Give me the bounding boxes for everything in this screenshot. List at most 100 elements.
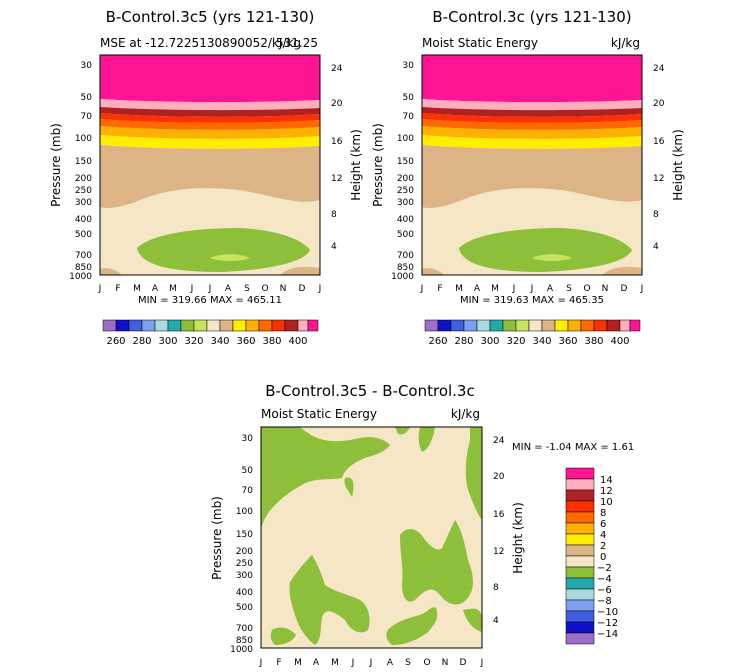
- panel-3-plot: [260, 426, 483, 649]
- cb1-swatch: [193, 319, 208, 332]
- p1-pressure-tick: 250: [75, 186, 92, 196]
- panel-3-pressure-ticks: 30 50 70 100 150 200 250 300 400 500 700…: [230, 434, 253, 655]
- cb1-label: 340: [210, 336, 229, 347]
- p2-pressure-tick: 700: [397, 251, 414, 261]
- cb3-label: 8: [600, 508, 606, 519]
- cb1-swatch: [297, 319, 309, 332]
- p2-month-tick: A: [474, 284, 481, 294]
- panel-1-colorbar: [102, 319, 319, 332]
- panel-1-ylabel-right: Height (km): [349, 129, 363, 200]
- cb2-swatch: [580, 319, 595, 332]
- panel-2-height-ticks: 24 20 16 12 8 4: [653, 64, 665, 252]
- p1-pressure-tick: 700: [75, 251, 92, 261]
- p1-pressure-tick: 500: [75, 230, 92, 240]
- p3-month-tick: F: [276, 658, 281, 668]
- cb2-swatch: [554, 319, 569, 332]
- cb1-swatch: [128, 319, 143, 332]
- cb1-label: 360: [236, 336, 255, 347]
- cb2-swatch: [567, 319, 582, 332]
- cb3-swatch: [565, 632, 595, 645]
- p1-pressure-tick: 400: [75, 215, 92, 225]
- panel-2-ylabel-left: Pressure (mb): [371, 123, 385, 207]
- p2-month-tick: J: [530, 284, 534, 294]
- p3-height-tick: 12: [493, 547, 504, 557]
- panel-1-subtitle-right: 531.25: [276, 36, 318, 50]
- p1-height-tick: 16: [331, 137, 343, 147]
- cb3-label: −8: [597, 596, 612, 607]
- p1-month-tick: J: [208, 284, 212, 294]
- p3-pressure-tick: 70: [242, 486, 254, 496]
- p3-pressure-tick: 50: [242, 466, 254, 476]
- cb1-label: 400: [288, 336, 307, 347]
- p2-pressure-tick: 1000: [391, 272, 414, 282]
- cb1-swatch: [141, 319, 156, 332]
- p2-month-tick: N: [602, 284, 609, 294]
- p2-month-tick: D: [621, 284, 628, 294]
- cb1-swatch: [102, 319, 117, 332]
- cb3-swatch: [565, 511, 595, 524]
- p3-month-tick: M: [331, 658, 339, 668]
- cb3-label: −12: [597, 618, 618, 629]
- cb2-swatch: [593, 319, 608, 332]
- cb3-label: 0: [600, 552, 606, 563]
- cb3-label: −4: [597, 574, 612, 585]
- cb1-swatch: [180, 319, 195, 332]
- cb2-label: 380: [584, 336, 603, 347]
- cb1-swatch: [115, 319, 130, 332]
- p2-month-tick: F: [437, 284, 442, 294]
- cb1-label: 280: [132, 336, 151, 347]
- p2-month-tick: J: [640, 284, 644, 294]
- panel-3-minmax: MIN = -1.04 MAX = 1.61: [512, 442, 634, 453]
- p1-pressure-tick: 1000: [69, 272, 92, 282]
- panel-1-height-ticks: 24 20 16 12 8 4: [331, 64, 343, 252]
- p1-month-tick: F: [115, 284, 120, 294]
- cb1-swatch: [219, 319, 234, 332]
- panel-2-title: B-Control.3c (yrs 121-130): [432, 8, 631, 26]
- p2-pressure-tick: 300: [397, 198, 414, 208]
- cb1-swatch: [232, 319, 247, 332]
- p3-pressure-tick: 1000: [230, 645, 253, 655]
- p2-month-tick: M: [455, 284, 463, 294]
- p2-pressure-tick: 100: [397, 134, 414, 144]
- p1-month-tick: J: [190, 284, 194, 294]
- p2-month-tick: A: [547, 284, 554, 294]
- cb2-label: 340: [532, 336, 551, 347]
- panel-2: B-Control.3c (yrs 121-130) Moist Static …: [371, 8, 685, 347]
- p2-pressure-tick: 200: [397, 174, 414, 184]
- cb3-swatch: [565, 489, 595, 502]
- p3-month-tick: J: [351, 658, 355, 668]
- p1-month-tick: O: [261, 284, 268, 294]
- cb2-label: 280: [454, 336, 473, 347]
- panel-1: B-Control.3c5 (yrs 121-130) MSE at -12.7…: [49, 8, 363, 347]
- cb3-swatch: [565, 577, 595, 590]
- cb2-label: 400: [610, 336, 629, 347]
- cb3-label: 6: [600, 519, 606, 530]
- p3-pressure-tick: 500: [236, 603, 253, 613]
- cb3-label: 12: [600, 486, 613, 497]
- p2-height-tick: 16: [653, 137, 665, 147]
- p2-month-tick: M: [491, 284, 499, 294]
- cb2-swatch: [515, 319, 530, 332]
- p1-height-tick: 24: [331, 64, 343, 74]
- panel-2-minmax: MIN = 319.63 MAX = 465.35: [460, 295, 604, 306]
- cb1-label: 260: [106, 336, 125, 347]
- p1-pressure-tick: 200: [75, 174, 92, 184]
- p2-pressure-tick: 400: [397, 215, 414, 225]
- p3-month-tick: N: [442, 658, 449, 668]
- cb3-label: 2: [600, 541, 606, 552]
- panel-2-colorbar: [424, 319, 641, 332]
- p1-height-tick: 12: [331, 174, 342, 184]
- panel-2-subtitle-left: Moist Static Energy: [422, 36, 538, 50]
- cb3-label: −2: [597, 563, 612, 574]
- p1-month-tick: A: [225, 284, 232, 294]
- p2-month-tick: J: [420, 284, 424, 294]
- p1-pressure-tick: 850: [75, 263, 92, 273]
- p1-height-tick: 8: [331, 210, 337, 220]
- p1-month-tick: J: [318, 284, 322, 294]
- cb2-swatch: [424, 319, 439, 332]
- cb3-swatch: [565, 588, 595, 601]
- p1-month-tick: S: [244, 284, 250, 294]
- cb3-swatch: [565, 522, 595, 535]
- cb3-swatch: [565, 566, 595, 579]
- p3-month-tick: A: [387, 658, 394, 668]
